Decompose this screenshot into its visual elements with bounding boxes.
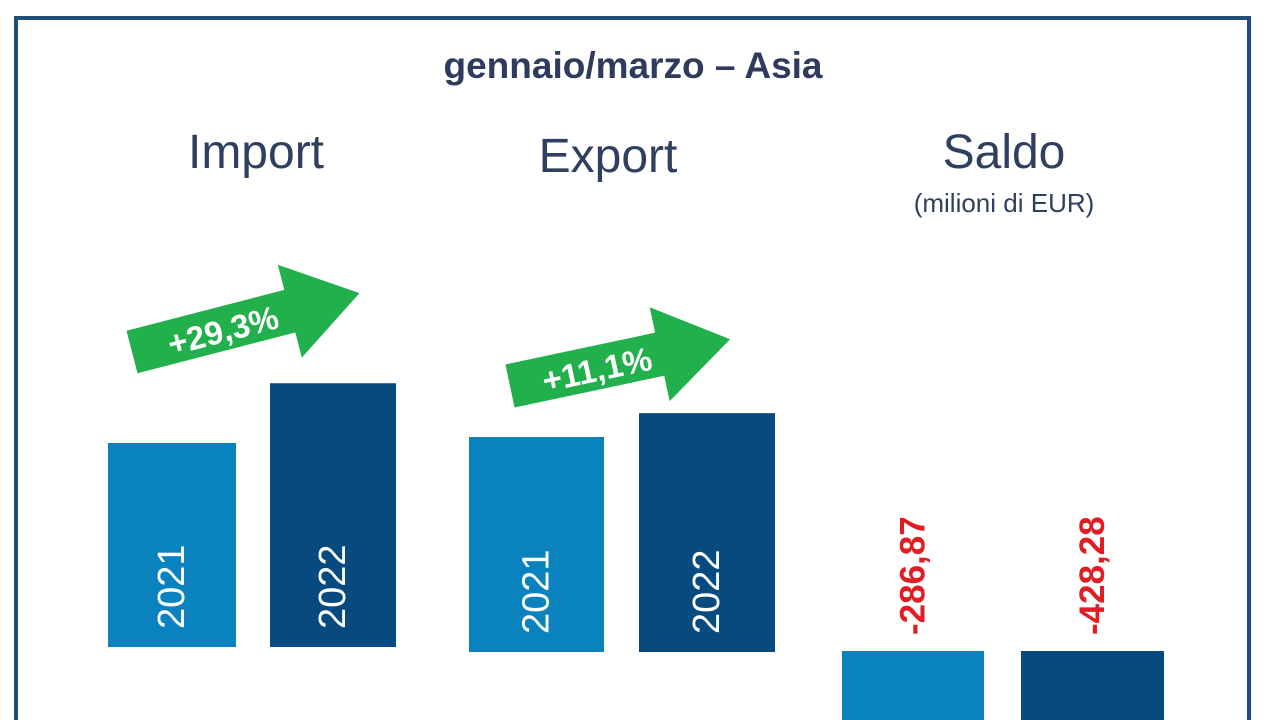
export-bar-2022 [639, 413, 775, 652]
import-bar-2022 [270, 383, 396, 647]
saldo-value-label-2022: -428,28 [1073, 516, 1112, 635]
import-growth-arrow-shape [126, 264, 360, 374]
saldo-bar-2021 [842, 651, 984, 720]
export-bar-2021 [469, 437, 604, 652]
chart-marks: 2021 2022 +29,3% 2021 2022 +11,1% -286,87 -428,… [108, 264, 1164, 720]
saldo-value-label-2021: -286,87 [894, 516, 933, 635]
chart-title: gennaio/marzo – Asia [443, 45, 822, 86]
unit-note: (milioni di EUR) [914, 188, 1095, 218]
panel-title-import: Import [188, 126, 324, 179]
export-growth-arrow-shape [505, 307, 731, 408]
export-bar-label-2022: 2022 [686, 549, 728, 634]
panel-title-saldo: Saldo [943, 126, 1066, 179]
import-bar-label-2021: 2021 [151, 544, 193, 629]
panel-title-export: Export [539, 130, 678, 183]
import-bar-2021 [108, 443, 236, 647]
import-bar-label-2022: 2022 [312, 544, 354, 629]
export-growth-arrow: +11,1% [505, 307, 731, 408]
import-growth-arrow: +29,3% [126, 264, 360, 374]
chart-frame [14, 16, 1251, 720]
export-bar-label-2021: 2021 [516, 549, 558, 634]
saldo-bar-2022 [1021, 651, 1164, 720]
